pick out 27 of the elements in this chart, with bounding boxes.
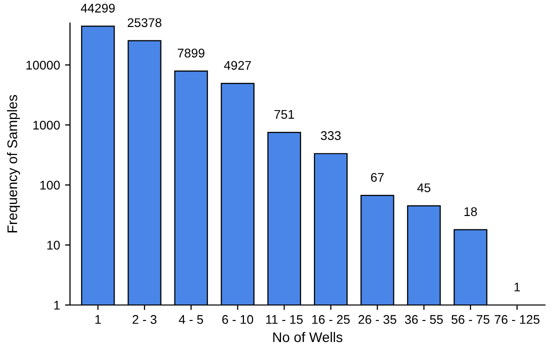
x-tick-label: 4 - 5: [178, 315, 204, 324]
x-tick-label: 56 - 75: [452, 315, 490, 324]
data-label: 751: [274, 110, 294, 119]
data-label: 67: [371, 172, 384, 182]
data-label: 45: [417, 183, 430, 192]
data-label: 25378: [128, 18, 162, 28]
data-label: 333: [320, 131, 341, 140]
x-tick-label: 11 - 15: [266, 315, 303, 324]
data-label: 1: [514, 282, 520, 292]
data-label: 44299: [80, 4, 115, 13]
data-label: 18: [464, 207, 477, 216]
x-tick-label: 26 - 35: [358, 315, 396, 324]
x-tick-label: 16 - 25: [312, 315, 350, 324]
y-tick-label: 10000: [26, 60, 60, 70]
y-tick-label: 1: [54, 300, 60, 310]
y-tick-label: 1000: [33, 120, 60, 130]
y-tick-label: 100: [40, 180, 60, 190]
x-tick-label: 76 - 125: [494, 315, 540, 324]
x-tick-label: 2 - 3: [132, 315, 156, 324]
y-tick-label: 10: [47, 240, 60, 250]
x-axis-title: No of Wells: [273, 332, 342, 342]
x-tick-label: 1: [95, 315, 101, 324]
x-tick-label: 6 - 10: [222, 315, 254, 324]
x-tick-label: 36 - 55: [404, 315, 443, 324]
y-axis-title: Frequency of Samples: [7, 95, 20, 232]
data-label: 4927: [224, 60, 251, 70]
data-label: 7899: [178, 48, 204, 58]
